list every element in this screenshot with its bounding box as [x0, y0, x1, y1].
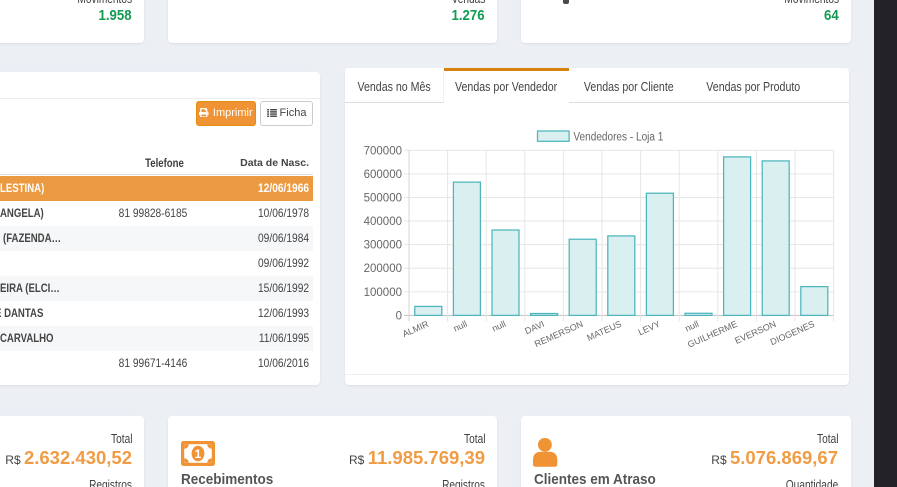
- svg-text:200000: 200000: [364, 263, 402, 275]
- svg-text:null: null: [452, 319, 469, 334]
- svg-text:Vendedores - Loja 1: Vendedores - Loja 1: [573, 131, 663, 143]
- svg-text:1: 1: [195, 446, 202, 460]
- svg-text:DAVI: DAVI: [523, 319, 546, 336]
- svg-text:100000: 100000: [364, 287, 402, 299]
- svg-text:0: 0: [396, 310, 402, 322]
- svg-text:500000: 500000: [364, 192, 402, 204]
- svg-text:700000: 700000: [364, 145, 402, 157]
- svg-text:MATEUS: MATEUS: [585, 319, 623, 343]
- svg-text:ALMIR: ALMIR: [401, 319, 431, 340]
- svg-text:600000: 600000: [364, 169, 402, 181]
- svg-text:LEVY: LEVY: [637, 319, 662, 337]
- svg-text:null: null: [683, 319, 700, 334]
- svg-text:400000: 400000: [364, 216, 402, 228]
- svg-text:DIOGENES: DIOGENES: [769, 319, 816, 347]
- svg-text:300000: 300000: [364, 240, 402, 252]
- svg-text:null: null: [490, 319, 507, 334]
